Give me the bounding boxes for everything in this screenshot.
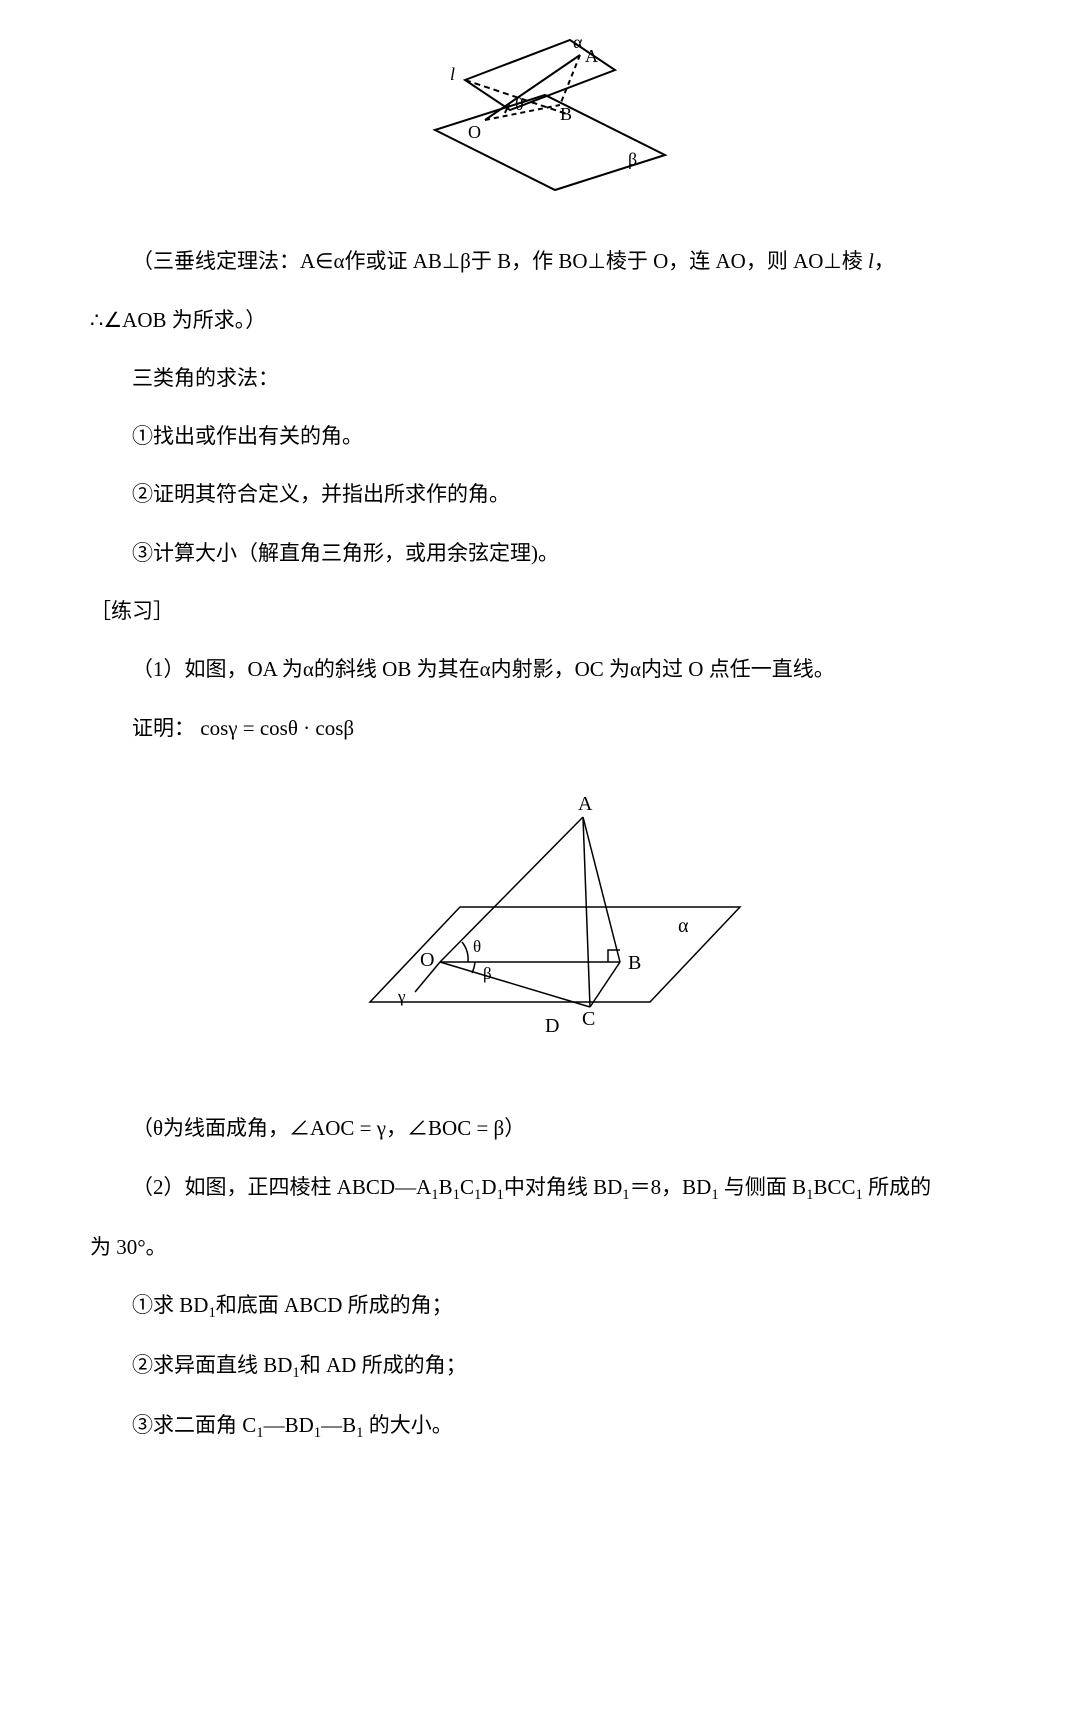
figure-1: l α A O θ B β [90, 20, 990, 212]
p11-sub: 1 [208, 1305, 215, 1321]
p6: ［练习］ [90, 587, 990, 635]
p13-a: ③求二面角 C [132, 1413, 256, 1437]
p3: ①找出或作出有关的角。 [90, 412, 990, 460]
p1-line2: ∴∠AOB 为所求。） [90, 296, 990, 344]
p13-b: —BD [264, 1413, 314, 1437]
p13-sub3: 1 [356, 1425, 363, 1441]
fig2-label-O: O [420, 949, 434, 971]
p10-line1: （2）如图，正四棱柱 ABCD—A1B1C1D1中对角线 BD1＝8，BD1 与… [90, 1163, 990, 1213]
p13-c: —B [321, 1413, 356, 1437]
p13-d: 的大小。 [364, 1413, 453, 1437]
p10-line2: 为 30°。 [90, 1223, 990, 1271]
fig2-label-alpha: α [678, 915, 689, 937]
p12-sub: 1 [292, 1365, 299, 1381]
p12-b: 和 AD 所成的角； [300, 1353, 467, 1377]
fig1-label-alpha: α [573, 32, 583, 52]
p10-sub2: 1 [453, 1187, 460, 1203]
fig2-label-B: B [628, 952, 641, 974]
p10-sub4: 1 [497, 1187, 504, 1203]
fig2-label-gamma: γ [397, 987, 406, 1006]
oblique-projection-svg: A B C D O α θ β γ [320, 782, 760, 1052]
p11-a: ①求 BD [132, 1293, 208, 1317]
figure-2: A B C D O α θ β γ [90, 782, 990, 1069]
fig2-label-C: C [582, 1008, 595, 1030]
p10-sub6: 1 [711, 1187, 718, 1203]
p1-text-b: ， [874, 249, 895, 273]
fig2-label-beta: β [483, 964, 492, 983]
p10-sub7: 1 [806, 1187, 813, 1203]
fig2-label-theta: θ [473, 937, 481, 956]
fig1-label-l: l [450, 64, 455, 84]
fig1-label-beta: β [628, 149, 637, 169]
p10-i: 所成的 [863, 1175, 931, 1199]
p1-text-a: （三垂线定理法：A∈α作或证 AB⊥β于 B，作 BO⊥棱于 O，连 AO，则 … [132, 249, 868, 273]
p12: ②求异面直线 BD1和 AD 所成的角； [90, 1341, 990, 1391]
fig1-label-theta: θ [515, 94, 524, 114]
p10-g: 与侧面 B [719, 1175, 807, 1199]
p10-c: C [460, 1175, 474, 1199]
p10-f: ＝8，BD [630, 1175, 712, 1199]
dihedral-angle-svg: l α A O θ B β [390, 20, 690, 195]
p10-sub8: 1 [856, 1187, 863, 1203]
p10-sub1: 1 [431, 1187, 438, 1203]
p11: ①求 BD1和底面 ABCD 所成的角； [90, 1281, 990, 1331]
fig2-label-A: A [578, 793, 593, 815]
p1-line1: （三垂线定理法：A∈α作或证 AB⊥β于 B，作 BO⊥棱于 O，连 AO，则 … [90, 237, 990, 285]
p10-sub5: 1 [622, 1187, 629, 1203]
fig2-label-D: D [545, 1015, 559, 1037]
p5: ③计算大小（解直角三角形，或用余弦定理)。 [90, 529, 990, 577]
p8: 证明： cosγ = cosθ · cosβ [90, 704, 990, 752]
fig1-label-B: B [560, 104, 572, 124]
p10-b: B [439, 1175, 453, 1199]
p4: ②证明其符合定义，并指出所求作的角。 [90, 470, 990, 518]
p10-h: BCC [814, 1175, 856, 1199]
p11-b: 和底面 ABCD 所成的角； [216, 1293, 453, 1317]
p10-d: D [481, 1175, 496, 1199]
p12-a: ②求异面直线 BD [132, 1353, 292, 1377]
fig1-label-A: A [585, 46, 598, 66]
fig1-label-O: O [468, 122, 481, 142]
p13-sub1: 1 [256, 1425, 263, 1441]
p7: （1）如图，OA 为α的斜线 OB 为其在α内射影，OC 为α内过 O 点任一直… [90, 645, 990, 693]
p2: 三类角的求法： [90, 354, 990, 402]
p9: （θ为线面成角，∠AOC = γ，∠BOC = β） [90, 1104, 990, 1152]
p13: ③求二面角 C1—BD1—B1 的大小。 [90, 1401, 990, 1451]
p10-e: 中对角线 BD [504, 1175, 622, 1199]
p10-a: （2）如图，正四棱柱 ABCD—A [132, 1175, 431, 1199]
